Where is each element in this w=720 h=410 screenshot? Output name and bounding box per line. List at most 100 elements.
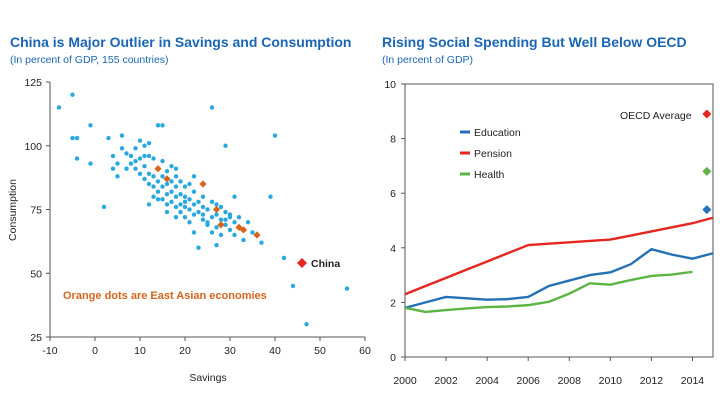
country-dot	[70, 92, 75, 97]
country-dot	[164, 181, 170, 187]
country-dot	[196, 199, 201, 205]
country-dot	[146, 181, 152, 187]
country-dot	[142, 163, 147, 169]
country-dot	[241, 237, 246, 243]
country-dot	[214, 202, 219, 207]
x-tick-label: 2010	[599, 375, 623, 387]
country-dot	[151, 194, 156, 199]
country-dot	[191, 212, 197, 217]
country-dot	[209, 105, 215, 110]
country-dot	[137, 171, 143, 176]
line-x-ticks: 2000 2002 2004 2006 2008 2010 2012 2014	[393, 357, 704, 387]
country-dot	[164, 209, 170, 215]
country-dot	[173, 194, 179, 199]
country-dot	[218, 204, 224, 210]
country-dot	[200, 217, 206, 222]
country-dot	[214, 212, 219, 217]
legend-label: Pension	[474, 148, 512, 160]
east-asia-points	[154, 165, 261, 239]
line-legend: Education Pension Health	[460, 127, 521, 181]
country-dot	[205, 207, 210, 212]
line-title: Rising Social Spending But Well Below OE…	[382, 34, 687, 50]
y-tick-label: 10	[384, 79, 396, 91]
x-tick-label: 60	[359, 345, 371, 357]
country-dot	[223, 143, 228, 148]
line-panel: Rising Social Spending But Well Below OE…	[382, 34, 714, 387]
y-tick-label: 100	[24, 141, 42, 153]
country-dot	[115, 174, 120, 179]
country-dot	[304, 322, 309, 327]
country-dot	[146, 202, 152, 207]
country-dot	[187, 207, 192, 212]
line-series	[404, 216, 714, 314]
east-asia-diamond	[239, 226, 248, 234]
country-dot	[146, 171, 152, 176]
country-dot	[173, 166, 179, 171]
country-dot	[70, 135, 75, 141]
china-diamond	[297, 258, 307, 269]
country-dot	[245, 220, 251, 225]
series-line-education	[404, 247, 714, 310]
x-tick-label: 30	[224, 345, 236, 357]
y-tick-label: 2	[390, 297, 396, 309]
country-dot	[209, 214, 215, 220]
country-dot	[223, 209, 228, 215]
country-dot	[196, 209, 201, 215]
oecd-diamond-education	[702, 205, 712, 215]
country-dot	[187, 181, 192, 187]
country-dot	[205, 220, 210, 225]
x-tick-label: 2000	[393, 375, 417, 387]
country-dot	[191, 202, 197, 207]
country-dot	[223, 217, 228, 222]
country-dot	[160, 174, 165, 179]
country-dot	[160, 158, 165, 164]
china-label: China	[311, 258, 340, 270]
country-dot	[160, 184, 165, 189]
country-dot	[115, 161, 120, 166]
country-dot	[155, 189, 161, 194]
country-dot	[281, 255, 287, 261]
country-dot	[160, 123, 165, 128]
country-dot	[164, 202, 170, 207]
country-dot	[169, 189, 174, 194]
country-dot	[164, 169, 170, 174]
east-asia-diamond	[199, 180, 207, 188]
line-y-ticks: 0 2 4 6 8 10	[384, 79, 405, 364]
country-dot	[178, 179, 183, 184]
country-dot	[200, 204, 206, 210]
country-dot	[160, 197, 165, 202]
x-tick-label: 2012	[640, 375, 664, 387]
country-dot	[178, 192, 183, 197]
country-dot	[137, 156, 143, 161]
x-tick-label: 2006	[517, 375, 541, 387]
scatter-subtitle: (In percent of GDP, 155 countries)	[10, 54, 169, 66]
country-dot	[227, 227, 233, 233]
country-dot	[124, 151, 129, 156]
country-dot	[173, 214, 179, 220]
y-tick-label: 4	[390, 243, 396, 255]
country-dot	[173, 204, 179, 210]
country-dot	[250, 230, 255, 235]
country-dot	[191, 174, 197, 179]
series-line-health	[404, 270, 693, 314]
country-dot	[209, 199, 215, 205]
country-dot	[151, 184, 156, 189]
y-tick-label: 125	[24, 77, 42, 89]
y-tick-label: 8	[390, 134, 396, 146]
country-dot	[142, 143, 147, 148]
country-dot	[200, 212, 206, 217]
country-dot	[214, 225, 219, 230]
country-dot	[218, 217, 224, 222]
country-dot	[124, 166, 129, 171]
country-dot	[155, 197, 161, 202]
country-dot	[187, 197, 192, 202]
country-dot	[128, 153, 134, 159]
country-dot	[178, 202, 183, 207]
country-dot	[155, 179, 161, 184]
country-dot	[137, 138, 143, 143]
country-dot	[151, 174, 156, 179]
country-dot	[169, 199, 174, 205]
oecd-markers	[702, 109, 712, 215]
